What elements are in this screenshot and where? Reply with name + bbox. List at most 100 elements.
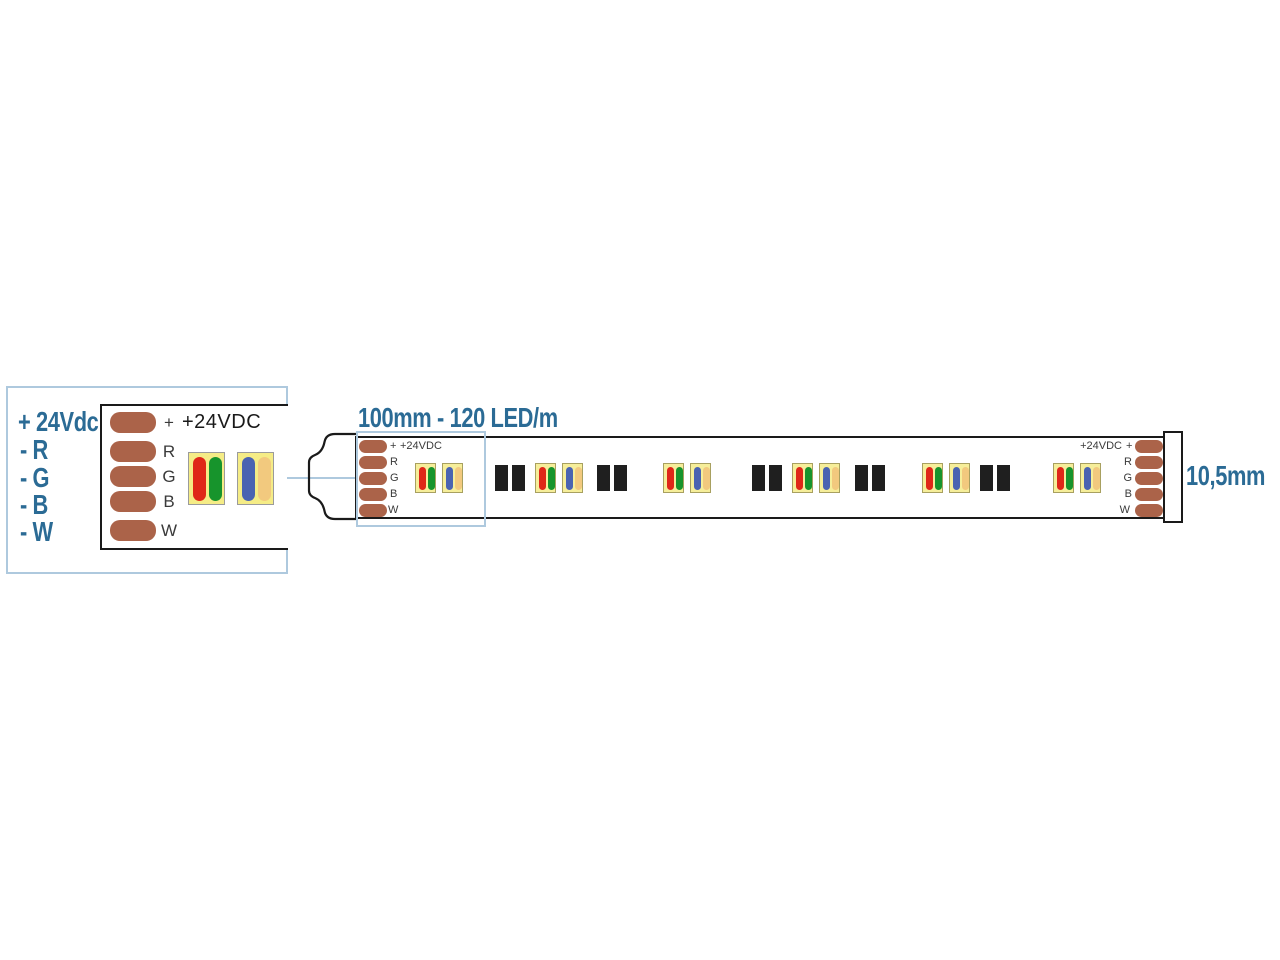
detail-voltage-label: +24VDC <box>182 411 262 433</box>
strip-pad-label-plus-left: + <box>390 440 397 452</box>
resistor <box>512 462 525 494</box>
led-chip-red-green <box>922 462 943 496</box>
zoom-link-line <box>287 477 357 479</box>
solder-pad-g <box>110 466 156 487</box>
resistor-pair <box>597 462 627 494</box>
pad-label-r: R <box>162 442 176 461</box>
strip-pad-b-right <box>1135 488 1163 501</box>
led-chip-blue-white <box>237 449 274 510</box>
resistor <box>997 462 1010 494</box>
led-die-green <box>935 462 942 496</box>
led-die-green <box>1066 462 1073 496</box>
strip-pad-label-plus-right: + <box>1126 440 1133 452</box>
resistor-pair <box>980 462 1010 494</box>
led-die-white <box>703 462 710 496</box>
led-die-white <box>455 462 462 496</box>
wire-label-24vdc: + 24Vdc <box>18 406 99 437</box>
led-die-blue <box>242 449 255 510</box>
strip-pad-label-b-left: B <box>390 488 398 500</box>
led-die-blue <box>694 462 701 496</box>
led-die-green <box>805 462 812 496</box>
led-module <box>922 462 970 496</box>
led-chip-red-green <box>535 462 556 496</box>
led-chip-blue-white <box>1080 462 1101 496</box>
strip-pad-b-left <box>359 488 387 501</box>
led-die-red <box>926 462 933 496</box>
resistor-pair <box>752 462 782 494</box>
solder-pad-plus <box>110 412 156 433</box>
led-die-blue <box>446 462 453 496</box>
section-length-label: 100mm - 120 LED/m <box>358 402 558 433</box>
solder-pad-r <box>110 441 156 462</box>
wire-label-w: - W <box>20 516 53 547</box>
pad-label-b: B <box>163 492 175 511</box>
section-highlight-box <box>356 431 486 527</box>
led-module <box>792 462 840 496</box>
strip-pad-label-b-right: B <box>1124 488 1132 500</box>
led-die-red <box>1057 462 1064 496</box>
strip-width-label: 10,5mm <box>1186 460 1266 491</box>
led-die-red <box>193 449 206 510</box>
strip-pad-g-left <box>359 472 387 485</box>
pad-label-g: G <box>162 467 176 486</box>
led-die-green <box>209 449 222 510</box>
led-die-blue <box>953 462 960 496</box>
led-chip-blue-white <box>819 462 840 496</box>
led-chip-blue-white <box>949 462 970 496</box>
solder-pad-b <box>110 491 156 512</box>
strip-pad-label-r-right: R <box>1124 456 1132 468</box>
strip-pad-g-right <box>1135 472 1163 485</box>
resistor-pair <box>855 462 885 494</box>
strip-pad-label-r-left: R <box>390 456 398 468</box>
led-die-green <box>428 462 435 496</box>
led-chip-blue-white <box>562 462 583 496</box>
wire-label-g: - G <box>20 462 50 493</box>
led-chip-red-green <box>415 462 436 496</box>
pad-label-w: W <box>160 521 178 540</box>
strip-pad-label-g-left: G <box>390 472 399 484</box>
led-module <box>535 462 583 496</box>
resistor <box>495 462 508 494</box>
wire-label-r: - R <box>20 434 48 465</box>
led-chip-blue-white <box>442 462 463 496</box>
strip-end-cap <box>1163 431 1183 523</box>
resistor <box>597 462 610 494</box>
strip-pad-w-left <box>359 504 387 517</box>
led-die-white <box>832 462 839 496</box>
strip-pad-r-left <box>359 456 387 469</box>
strip-pad-label-w-left: W <box>388 504 399 516</box>
led-die-red <box>419 462 426 496</box>
led-chip-blue-white <box>690 462 711 496</box>
strip-pad-w-right <box>1135 504 1163 517</box>
led-die-blue <box>566 462 573 496</box>
resistor-pair <box>495 462 525 494</box>
led-die-white <box>1093 462 1100 496</box>
led-die-white <box>258 449 271 510</box>
connector-path <box>307 432 358 521</box>
resistor <box>872 462 885 494</box>
led-chip-red-green <box>188 449 225 510</box>
strip-pad-label-g-right: G <box>1123 472 1132 484</box>
resistor <box>752 462 765 494</box>
strip-voltage-label-right: +24VDC <box>1080 440 1122 452</box>
resistor <box>614 462 627 494</box>
strip-pad-plus-left <box>359 440 387 453</box>
led-chip-red-green <box>1053 462 1074 496</box>
solder-pad-w <box>110 520 156 541</box>
strip-voltage-label-left: +24VDC <box>400 440 442 452</box>
led-chip-red-green <box>792 462 813 496</box>
led-die-blue <box>1084 462 1091 496</box>
resistor <box>769 462 782 494</box>
resistor <box>980 462 993 494</box>
pad-label-plus: + <box>164 413 174 432</box>
led-die-white <box>575 462 582 496</box>
strip-pad-label-w-right: W <box>1119 504 1130 516</box>
led-die-white <box>962 462 969 496</box>
cable-connector-outline <box>307 432 358 521</box>
led-chip-red-green <box>663 462 684 496</box>
wire-label-b: - B <box>20 489 48 520</box>
led-die-red <box>539 462 546 496</box>
led-die-blue <box>823 462 830 496</box>
strip-pad-plus-right <box>1135 440 1163 453</box>
